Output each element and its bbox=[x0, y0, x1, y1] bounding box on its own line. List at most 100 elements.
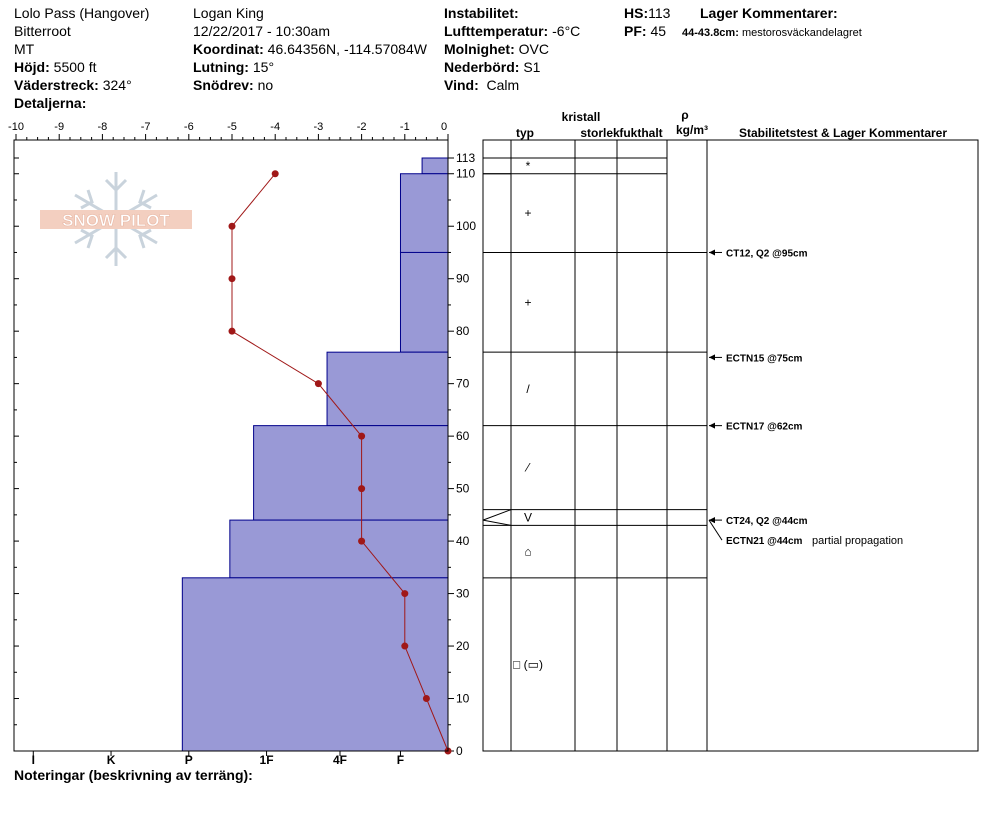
temperature-point bbox=[401, 642, 409, 650]
details-label: Detaljerna: bbox=[14, 95, 87, 111]
layer-table bbox=[482, 139, 979, 752]
temp-tick-label: -2 bbox=[357, 121, 367, 133]
crystal-type-symbol: V bbox=[524, 510, 532, 524]
snow-height: HS:113 bbox=[624, 5, 670, 21]
coord-label: Koordinat: bbox=[193, 41, 264, 57]
elevation: Höjd: 5500 ft bbox=[14, 59, 96, 75]
temperature-point bbox=[314, 380, 322, 388]
depth-tick-label: 70 bbox=[456, 377, 470, 391]
drift-label: Snödrev: bbox=[193, 77, 254, 93]
drift-value: no bbox=[257, 77, 274, 93]
hardness-axis: I K P 1F 4F F bbox=[32, 751, 404, 767]
wind-label: Vind: bbox=[444, 77, 479, 93]
temperature-profile bbox=[228, 170, 452, 755]
cloud-label: Molnighet: bbox=[444, 41, 515, 57]
layer-connector bbox=[482, 519, 512, 526]
state: MT bbox=[14, 41, 35, 57]
crystal-type-symbol: ⌂ bbox=[524, 545, 531, 559]
wind: Vind: Calm bbox=[444, 77, 519, 93]
density-unit-header: kg/m³ bbox=[676, 123, 708, 137]
depth-tick-label: 20 bbox=[456, 639, 470, 653]
depth-tick-label: 110 bbox=[456, 167, 475, 181]
depth-tick-label: 60 bbox=[456, 429, 470, 443]
depth-tick-label: 40 bbox=[456, 534, 470, 548]
stability-tests: CT12, Q2 @95cm ECTN15 @75cm ECTN17 @62cm CT… bbox=[708, 248, 903, 547]
hardness-bar bbox=[421, 157, 449, 175]
airtemp-label: Lufttemperatur: bbox=[444, 23, 549, 39]
temp-tick-label: -3 bbox=[314, 121, 324, 133]
depth-tick-label: 10 bbox=[456, 692, 470, 706]
depth-tick-label: 0 bbox=[456, 744, 463, 758]
depth-tick-label: 80 bbox=[456, 324, 470, 338]
hardness-bar bbox=[399, 173, 449, 253]
crystal-type-symbol: + bbox=[524, 206, 531, 220]
stability-test-label: CT24, Q2 @44cm bbox=[726, 516, 808, 527]
temp-tick-label: -8 bbox=[98, 121, 108, 133]
depth-tick-label: 113 bbox=[456, 151, 475, 165]
depth-tick-label: 50 bbox=[456, 482, 470, 496]
precip-label: Nederbörd: bbox=[444, 59, 520, 75]
hardness-label: 4F bbox=[333, 753, 347, 767]
precip-value: S1 bbox=[523, 59, 541, 75]
stability-test-label: ECTN15 @75cm bbox=[726, 353, 803, 364]
temperature-point bbox=[358, 432, 366, 440]
temp-tick-label: -5 bbox=[227, 121, 237, 133]
hardness-profile bbox=[181, 157, 449, 752]
crystal-header: kristall bbox=[562, 110, 601, 124]
airtemp-value: -6°C bbox=[552, 23, 581, 39]
temp-tick-label: -6 bbox=[184, 121, 194, 133]
depth-tick-label: 100 bbox=[456, 219, 476, 233]
hardness-label: P bbox=[185, 753, 193, 767]
temp-tick-label: -9 bbox=[54, 121, 64, 133]
temperature-point bbox=[228, 222, 236, 230]
stability-arrow-icon bbox=[709, 354, 715, 361]
stability-header: Stabilitetstest & Lager Kommentarer bbox=[739, 126, 947, 140]
elevation-value: 5500 ft bbox=[53, 59, 97, 75]
hs-value: 113 bbox=[648, 5, 671, 21]
hardness-label: 1F bbox=[260, 753, 274, 767]
depth-axis: 0 10 20 30 40 50 60 70 80 90 100 110 113 bbox=[14, 151, 476, 758]
temperature-point bbox=[358, 485, 366, 493]
temp-tick-label: -7 bbox=[141, 121, 151, 133]
pf-label: PF: bbox=[624, 23, 647, 39]
location-name: Lolo Pass (Hangover) bbox=[14, 5, 150, 21]
stability-test-label: ECTN17 @62cm bbox=[726, 422, 803, 433]
aspect-value: 324° bbox=[102, 77, 132, 93]
stability-test-note: partial propagation bbox=[812, 535, 903, 547]
cloud-cover: Molnighet: OVC bbox=[444, 41, 549, 57]
aspect: Väderstreck: 324° bbox=[14, 77, 132, 93]
layer-comment: 44-43.8cm: mestorosväckandelagret bbox=[682, 25, 862, 41]
instability-label: Instabilitet: bbox=[444, 5, 519, 21]
penetration-foot: PF: 45 bbox=[624, 23, 666, 39]
temperature-point bbox=[228, 327, 236, 335]
temp-tick-label: -4 bbox=[270, 121, 280, 133]
layer-rows: * + + / ⁄ V ⌂ □ (▭) bbox=[482, 157, 707, 671]
hardness-bar bbox=[253, 425, 449, 521]
temperature-point bbox=[271, 170, 279, 178]
layer-comment-text: mestorosväckandelagret bbox=[741, 27, 862, 39]
slope-label: Lutning: bbox=[193, 59, 249, 75]
hardness-bar bbox=[326, 351, 449, 427]
notes-label: Noteringar (beskrivning av terräng): bbox=[14, 767, 253, 783]
logo-text: SNOW PILOT bbox=[62, 211, 170, 230]
crystal-type-symbol: ⁄ bbox=[524, 461, 531, 475]
elevation-label: Höjd: bbox=[14, 59, 50, 75]
pf-value: 45 bbox=[650, 23, 667, 39]
slope: Lutning: 15° bbox=[193, 59, 274, 75]
hardness-label: F bbox=[397, 753, 404, 767]
hardness-label: I bbox=[32, 753, 35, 767]
temperature-point bbox=[228, 275, 236, 283]
wind-value: Calm bbox=[486, 77, 520, 93]
crystal-type-symbol: + bbox=[524, 295, 531, 309]
stability-arrow-icon bbox=[709, 249, 715, 256]
layer-table-frame bbox=[482, 139, 979, 752]
crystal-type-symbol: / bbox=[526, 382, 530, 396]
size-header: storlek bbox=[580, 126, 620, 140]
slope-value: 15° bbox=[252, 59, 275, 75]
precipitation: Nederbörd: S1 bbox=[444, 59, 540, 75]
stability-pointer bbox=[708, 519, 723, 541]
temp-tick-label: -10 bbox=[8, 121, 24, 133]
stability-test-label: CT12, Q2 @95cm bbox=[726, 248, 808, 259]
temperature-point bbox=[422, 695, 430, 703]
